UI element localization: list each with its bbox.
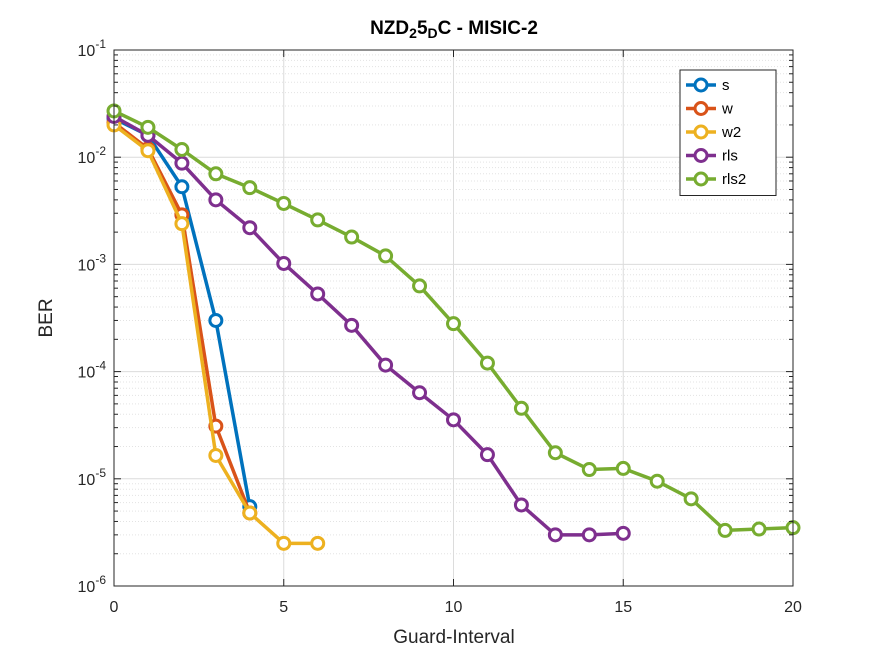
y-tick-base: 10 <box>78 43 96 60</box>
y-tick-exponent: -6 <box>95 573 106 587</box>
x-axis-label: Guard-Interval <box>393 627 514 648</box>
y-tick-exponent: -1 <box>95 37 106 51</box>
data-point <box>615 460 631 476</box>
y-tick-exponent: -5 <box>95 466 106 480</box>
y-tick-label: 10-1 <box>78 37 107 60</box>
data-point <box>412 278 428 294</box>
data-point <box>310 286 326 302</box>
legend-swatch-marker <box>693 171 709 187</box>
data-point <box>344 229 360 245</box>
data-point <box>276 255 292 271</box>
y-tick-label: 10-6 <box>78 573 107 596</box>
chart-title-part: NZD <box>370 18 409 39</box>
x-tick-label: 10 <box>445 599 463 616</box>
x-tick-label: 20 <box>784 599 802 616</box>
data-point <box>310 535 326 551</box>
data-point <box>208 166 224 182</box>
data-point <box>310 212 326 228</box>
chart-title-part: D <box>428 25 438 41</box>
series-layer <box>106 103 801 551</box>
legend-swatch-marker <box>693 124 709 140</box>
y-tick-base: 10 <box>78 150 96 167</box>
data-point <box>208 192 224 208</box>
legend-item-rls2: rls2 <box>686 171 746 188</box>
data-point <box>479 355 495 371</box>
chart-title-part: C - MISIC-2 <box>438 18 538 39</box>
data-point <box>378 357 394 373</box>
legend-label: w2 <box>721 124 741 141</box>
series-rls <box>106 108 631 543</box>
data-point <box>174 141 190 157</box>
legend-item-rls: rls <box>686 148 738 165</box>
data-point <box>649 473 665 489</box>
y-tick-base: 10 <box>78 579 96 596</box>
y-tick-label: 10-2 <box>78 144 107 167</box>
data-point <box>242 220 258 236</box>
data-point <box>140 143 156 159</box>
y-tick-label: 10-4 <box>78 359 107 382</box>
data-point <box>140 119 156 135</box>
y-tick-label: 10-3 <box>78 251 107 274</box>
data-point <box>547 445 563 461</box>
y-tick-base: 10 <box>78 257 96 274</box>
data-point <box>412 385 428 401</box>
legend-item-s: s <box>686 77 730 94</box>
chart-title: NZD25DC - MISIC-2 <box>370 18 538 41</box>
data-point <box>446 412 461 428</box>
data-point <box>174 155 190 171</box>
chart-title-part: 5 <box>417 18 428 39</box>
data-point <box>446 316 461 332</box>
data-point <box>581 462 597 478</box>
data-point <box>208 447 224 463</box>
legend-item-w2: w2 <box>686 124 741 141</box>
chart-title-part: 2 <box>409 25 417 41</box>
y-tick-base: 10 <box>78 472 96 489</box>
legend-label: w <box>721 101 733 118</box>
y-tick-exponent: -4 <box>95 359 106 373</box>
series-line <box>113 114 624 537</box>
data-point <box>479 447 495 463</box>
data-point <box>378 248 394 264</box>
data-point <box>276 195 292 211</box>
data-point <box>242 180 258 196</box>
legend-swatch-marker <box>693 77 709 93</box>
legend-swatch-marker <box>693 101 709 116</box>
data-point <box>717 522 733 538</box>
data-point <box>547 527 563 543</box>
data-point <box>751 521 767 537</box>
data-point <box>174 179 190 195</box>
series-rls2 <box>106 103 801 538</box>
legend-item-w: w <box>686 101 733 118</box>
legend: sw w2 rls rls2 <box>679 69 777 196</box>
data-point <box>581 527 597 543</box>
legend-label: s <box>722 77 730 94</box>
data-point <box>683 491 699 507</box>
y-tick-label: 10-5 <box>78 466 107 489</box>
data-point <box>344 317 360 333</box>
data-point <box>276 535 292 551</box>
data-point <box>242 505 258 521</box>
legend-label: rls <box>722 148 738 165</box>
data-point <box>208 312 224 328</box>
data-point <box>174 216 190 232</box>
data-point <box>615 525 631 541</box>
y-axis-label: BER <box>36 298 57 337</box>
data-point <box>513 497 529 513</box>
x-tick-label: 15 <box>614 599 632 616</box>
grid-layer <box>113 49 794 587</box>
x-tick-label: 5 <box>279 599 288 616</box>
data-point <box>513 400 529 416</box>
legend-label: rls2 <box>722 171 746 188</box>
y-tick-base: 10 <box>78 365 96 382</box>
legend-swatch-marker <box>693 148 709 163</box>
y-tick-exponent: -2 <box>95 144 106 158</box>
y-tick-exponent: -3 <box>95 251 106 265</box>
x-tick-label: 0 <box>110 599 119 616</box>
